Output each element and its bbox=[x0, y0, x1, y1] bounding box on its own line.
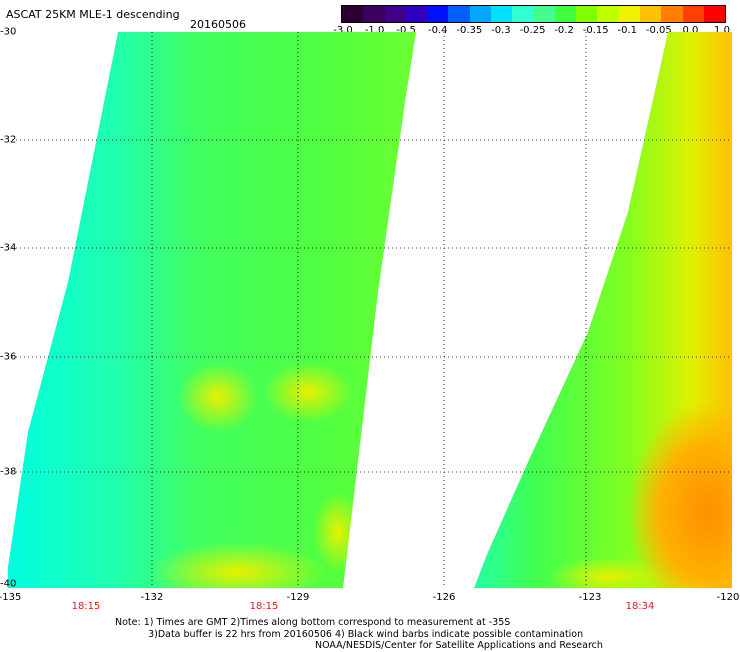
colorbar-tick-label: 0.0 bbox=[682, 25, 699, 36]
colorbar-segment bbox=[661, 6, 683, 22]
colorbar-tick-label: -0.3 bbox=[491, 25, 511, 36]
lat-label: -30 bbox=[0, 26, 17, 38]
colorbar-tick-label: -0.2 bbox=[554, 25, 574, 36]
colorbar-segment bbox=[512, 6, 534, 22]
lon-label: -129 bbox=[286, 592, 310, 603]
swath-map bbox=[8, 32, 732, 588]
lat-label: -38 bbox=[0, 466, 17, 478]
colorbar-segment bbox=[703, 6, 726, 22]
colorbar-tick-label: -0.35 bbox=[456, 25, 483, 36]
colorbar-tick-label: -0.25 bbox=[519, 25, 546, 36]
map-title: ASCAT 25KM MLE-1 descending bbox=[6, 8, 180, 21]
colorbar-segment bbox=[597, 6, 619, 22]
colorbar-segment bbox=[405, 6, 428, 22]
lon-label: -132 bbox=[140, 592, 164, 603]
footnote-line: 3)Data buffer is 22 hrs from 20160506 4)… bbox=[148, 628, 584, 640]
gridlines bbox=[8, 32, 732, 588]
colorbar-segment bbox=[639, 6, 662, 22]
lon-label: -135 bbox=[0, 592, 22, 603]
colorbar-segment bbox=[427, 6, 449, 22]
map-date: 20160506 bbox=[190, 18, 246, 31]
swath-left bbox=[8, 32, 416, 588]
time-label: 18:15 bbox=[249, 601, 279, 612]
swath-right bbox=[474, 32, 732, 588]
colorbar-segment bbox=[554, 6, 577, 22]
colorbar-tick-label: -0.4 bbox=[427, 25, 448, 36]
colorbar-tick-label: 1.0 bbox=[714, 25, 730, 36]
lon-label: -126 bbox=[432, 592, 456, 603]
colorbar-segment bbox=[448, 6, 470, 22]
lat-label: -40 bbox=[0, 578, 17, 590]
time-label: 18:34 bbox=[625, 601, 655, 612]
lat-label: -34 bbox=[0, 242, 17, 254]
time-label: 18:15 bbox=[71, 601, 101, 612]
colorbar-segment bbox=[363, 6, 385, 22]
colorbar-tick-label: -3.0 bbox=[333, 25, 353, 36]
lon-label: -123 bbox=[578, 592, 602, 603]
colorbar-legend bbox=[341, 5, 726, 23]
colorbar-segment bbox=[342, 6, 364, 22]
colorbar-tick-label: -1.0 bbox=[364, 25, 385, 36]
colorbar-segment bbox=[490, 6, 513, 22]
lat-label: -36 bbox=[0, 351, 17, 363]
colorbar-tick-label: -0.15 bbox=[582, 25, 609, 36]
footnotes: Note: 1) Times are GMT 2)Times along bot… bbox=[115, 617, 603, 652]
colorbar-tick-label: -0.5 bbox=[396, 25, 416, 36]
colorbar-segment bbox=[682, 6, 704, 22]
colorbar-segment bbox=[618, 6, 640, 22]
colorbar-segment bbox=[576, 6, 598, 22]
colorbar-segment bbox=[384, 6, 406, 22]
lat-label: -32 bbox=[0, 134, 17, 146]
footnote-line: NOAA/NESDIS/Center for Satellite Applica… bbox=[315, 640, 603, 651]
colorbar-segment bbox=[469, 6, 491, 22]
colorbar-tick-label: -0.1 bbox=[617, 25, 638, 36]
colorbar-tick-label: -0.05 bbox=[645, 25, 672, 36]
footnote-line: Note: 1) Times are GMT 2)Times along bot… bbox=[115, 617, 511, 628]
lon-label: -120 bbox=[716, 592, 740, 603]
colorbar-segment bbox=[533, 6, 555, 22]
